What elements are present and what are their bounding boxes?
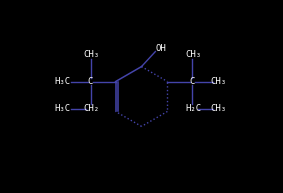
Text: CH₂: CH₂ <box>83 104 100 113</box>
Text: CH₃: CH₃ <box>185 50 201 59</box>
Text: H₃C: H₃C <box>54 77 70 86</box>
Text: CH₃: CH₃ <box>211 104 227 113</box>
Text: C: C <box>190 77 195 86</box>
Text: H₃C: H₃C <box>54 104 70 113</box>
Text: C: C <box>88 77 93 86</box>
Text: CH₃: CH₃ <box>83 50 100 59</box>
Text: H₂C: H₂C <box>185 104 201 113</box>
Text: OH: OH <box>155 44 166 53</box>
Text: CH₃: CH₃ <box>211 77 227 86</box>
